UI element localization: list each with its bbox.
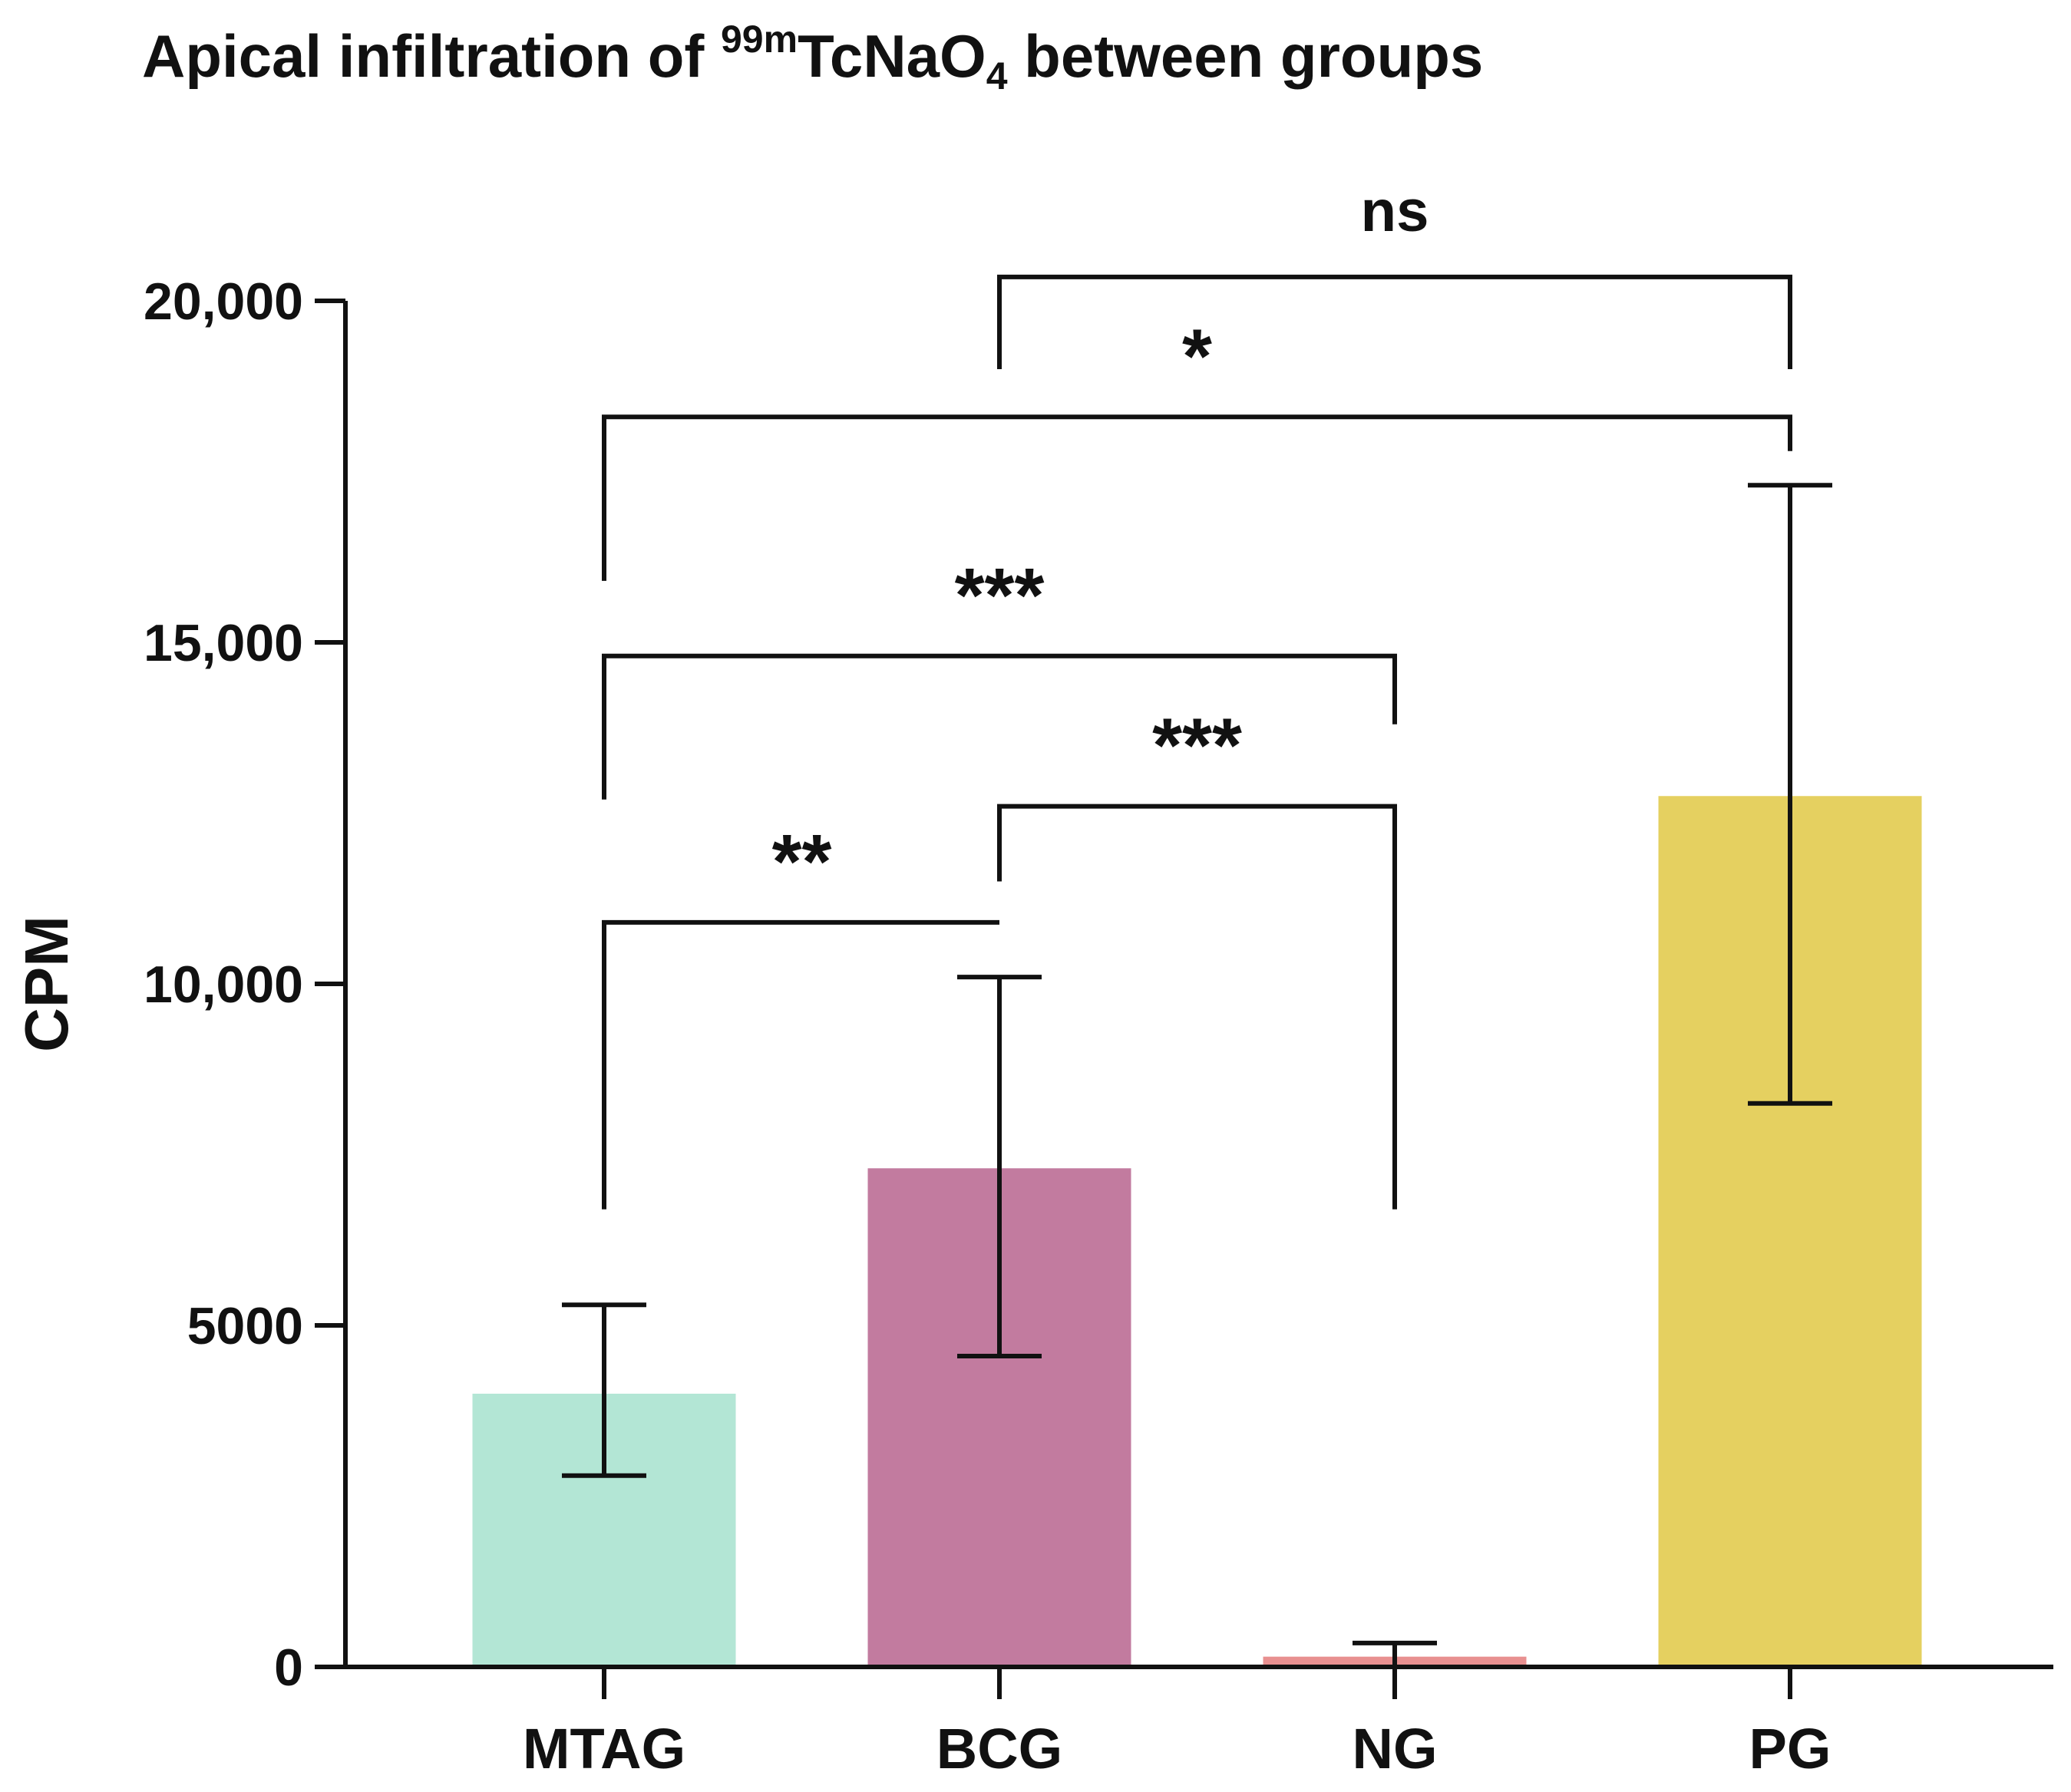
significance-label-bcg-ng: ***: [1152, 703, 1242, 789]
significance-label-mtag-ng: ***: [955, 553, 1045, 639]
x-tick-label-pg: PG: [1749, 1717, 1832, 1780]
significance-bracket-bcg-ng: [997, 804, 1397, 1210]
chart-title-isotope: 99m: [721, 18, 798, 61]
y-tick-label-20000: 20,000: [144, 272, 303, 331]
x-tick-label-ng: NG: [1353, 1717, 1438, 1780]
chart-title-prefix: Apical infiltration of: [142, 22, 721, 90]
chart-title-compound: TcNaO: [798, 22, 986, 90]
y-axis-label: CPM: [12, 916, 81, 1052]
x-tick-label-bcg: BCG: [936, 1717, 1062, 1780]
y-tick-label-15000: 15,000: [144, 614, 303, 672]
significance-bracket-mtag-pg: [602, 414, 1792, 581]
chart-title-subscript: 4: [986, 54, 1008, 97]
y-tick-label-5000: 5000: [187, 1297, 303, 1355]
significance-bracket-bcg-pg: [997, 274, 1792, 369]
y-tick-label-0: 0: [274, 1639, 303, 1697]
significance-bracket-mtag-bcg: [602, 919, 999, 1210]
significance-bracket-mtag-ng: [602, 653, 1397, 800]
x-tick-label-mtag: MTAG: [523, 1717, 685, 1780]
chart-title: Apical infiltration of 99mTcNaO4 between…: [142, 18, 1483, 97]
significance-label-mtag-bcg: **: [772, 819, 832, 905]
chart-title-suffix: between groups: [1008, 22, 1484, 90]
significance-label-mtag-pg: *: [1182, 313, 1212, 399]
y-tick-label-10000: 10,000: [144, 955, 303, 1014]
significance-label-bcg-pg: ns: [1361, 179, 1429, 244]
